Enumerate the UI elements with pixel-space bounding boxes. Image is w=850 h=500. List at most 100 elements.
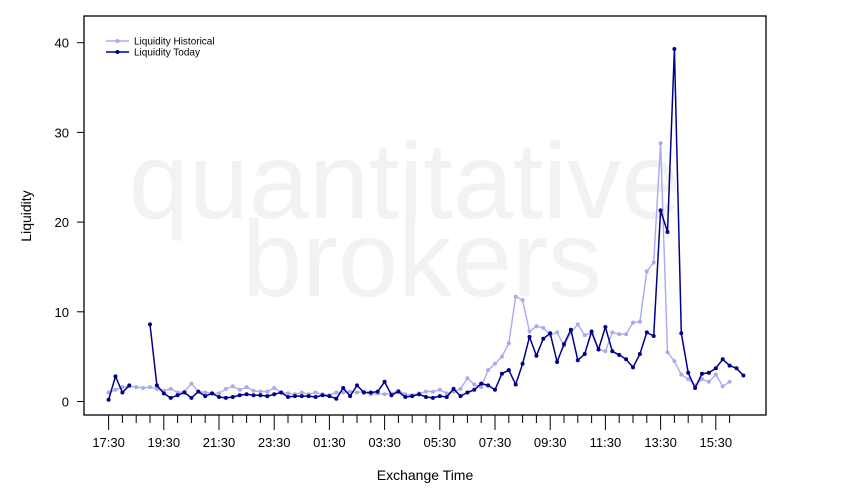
data-point [361,390,366,395]
data-point [637,352,642,356]
data-point [306,394,311,399]
data-point [548,331,553,336]
data-point [617,332,622,337]
data-point [520,361,525,366]
data-point [106,390,111,395]
data-point [506,341,511,346]
data-point [237,387,242,392]
x-tick-label: 03:30 [368,435,401,450]
x-tick-label: 23:30 [258,435,291,450]
y-axis: 0 10 20 30 40 [55,36,84,410]
data-point [527,329,532,334]
data-point [679,331,684,336]
data-point [286,391,290,396]
data-point [713,372,718,377]
data-point [513,382,518,387]
data-point [451,386,456,391]
data-point [424,389,428,394]
series-layer [106,47,746,402]
data-point [299,390,304,395]
data-point [230,395,235,399]
data-point [389,393,394,398]
data-point [637,319,642,324]
data-point [541,336,546,341]
x-tick-label: 07:30 [479,435,512,450]
data-point [134,385,139,390]
data-point [355,390,359,395]
data-point [403,395,408,399]
data-point [244,392,249,397]
x-tick-label: 15:30 [700,435,733,450]
data-point [644,330,649,335]
data-point [665,350,670,355]
data-point [292,394,297,399]
data-point [437,394,442,399]
data-point [417,392,422,397]
data-point [223,395,228,400]
data-point [341,386,346,390]
data-point [720,357,725,362]
legend-label: Liquidity Today [134,48,200,59]
data-point [465,376,470,381]
data-point [223,386,228,391]
y-tick-label: 40 [55,36,69,51]
data-point [444,391,449,396]
x-tick-label: 13:30 [644,435,677,450]
data-point [375,389,380,394]
data-point [596,347,601,352]
data-point [700,377,704,382]
x-tick-label: 09:30 [534,435,567,450]
data-point [230,384,235,389]
data-point [265,389,270,394]
watermark: quantitative brokers [129,120,681,319]
x-tick-label: 05:30 [424,435,457,450]
data-point [341,390,346,395]
y-axis-title: Liquidity [18,190,34,241]
data-point [320,393,325,398]
x-tick-label: 01:30 [313,435,346,450]
data-point [555,360,560,364]
data-point [617,352,622,357]
data-point [631,320,635,325]
data-point [272,386,277,390]
data-point [686,370,691,375]
data-point [148,385,152,390]
data-point [168,386,173,391]
data-point [734,366,739,371]
data-point [210,391,215,396]
data-point [658,141,663,146]
data-point [203,394,208,399]
data-point [368,390,373,395]
data-point [520,298,525,303]
data-point [217,395,221,399]
data-point [299,394,304,399]
data-point [624,332,629,337]
data-point [541,325,546,330]
data-point [175,393,180,398]
data-point [127,383,132,388]
data-point [196,389,201,394]
series-today [106,47,746,402]
x-tick-label: 19:30 [148,435,181,450]
data-point [651,334,656,338]
data-point [120,385,125,390]
data-point [568,327,573,332]
data-point [203,390,208,395]
data-point [327,394,332,399]
data-point [161,391,166,396]
data-point [582,333,587,338]
data-point [610,349,615,354]
data-point [458,386,463,391]
data-point [265,394,270,399]
data-point [700,371,704,376]
data-point [499,371,504,376]
data-point [741,373,746,378]
data-point [382,379,387,384]
x-tick-label: 21:30 [203,435,236,450]
x-axis-title: Exchange Time [377,467,474,483]
data-point [258,393,263,398]
data-point [458,394,463,399]
data-point [506,368,511,373]
data-point [472,387,477,392]
